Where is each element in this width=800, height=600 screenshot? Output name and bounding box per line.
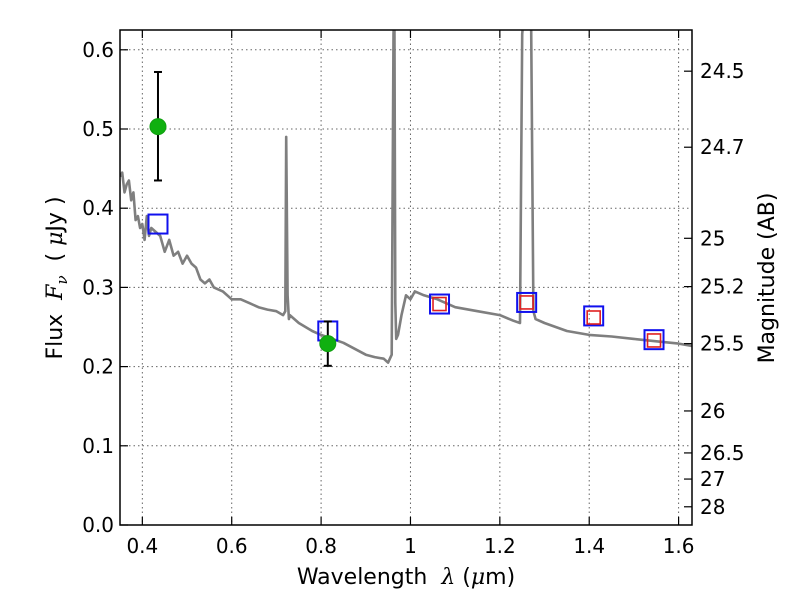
y-tick-label: 0.3: [82, 275, 114, 299]
x-tick-label: 0.4: [126, 534, 158, 558]
spectrum-line: [120, 30, 692, 364]
y-right-tick-label: 25.2: [700, 275, 745, 299]
y-tick-label: 0.5: [82, 117, 114, 141]
model-flux-marker: [583, 305, 605, 327]
model-flux-marker-inner: [519, 295, 534, 310]
model-flux-marker: [516, 291, 538, 313]
plot-frame: [119, 29, 693, 526]
y-axis-label: Flux Fν ( μJy ): [43, 196, 71, 359]
x-tick-label: 0.6: [216, 534, 248, 558]
model-flux-marker-inner: [646, 333, 662, 348]
x-axis-label: Wavelength λ (μm): [297, 565, 515, 590]
x-tick-label: 1.2: [484, 534, 516, 558]
y-right-tick-label: 25.5: [700, 332, 745, 356]
y-tick-label: 0.4: [82, 196, 114, 220]
plot-area: [120, 30, 692, 367]
model-flux-marker-inner: [586, 310, 601, 325]
y-right-axis-label: Magnitude (AB): [755, 193, 780, 364]
y-right-tick-label: 24.5: [700, 59, 745, 83]
y-right-tick-label: 24.7: [700, 135, 745, 159]
y-tick-label: 0.2: [82, 355, 114, 379]
x-tick-label: 0.8: [305, 534, 337, 558]
model-flux-marker: [643, 329, 665, 351]
x-tick-label: 1: [404, 534, 417, 558]
x-tick-label: 1.4: [573, 534, 605, 558]
y-right-tick-label: 25: [700, 226, 725, 250]
y-tick-label: 0.6: [82, 38, 114, 62]
observed-flux-point: [149, 118, 167, 136]
y-right-tick-label: 28: [700, 495, 725, 519]
grid: [120, 30, 692, 526]
y-tick-label: 0.1: [82, 434, 114, 458]
y-right-tick-label: 26.5: [700, 441, 745, 465]
model-flux-marker-inner: [432, 296, 447, 312]
y-right-tick-label: 27: [700, 467, 725, 491]
y-right-tick-label: 26: [700, 399, 725, 423]
y-tick-label: 0.0: [82, 513, 114, 537]
model-flux-marker: [147, 213, 169, 235]
model-flux-marker: [429, 293, 451, 315]
x-tick-label: 1.6: [663, 534, 695, 558]
observed-flux-point: [319, 335, 337, 353]
axes-ticks: 0.4 0.6 0.8 1 1.2 1.4 1.6 0.0 0.1 0.2 0.3 0.4 0.5 0.6…: [82, 30, 745, 558]
